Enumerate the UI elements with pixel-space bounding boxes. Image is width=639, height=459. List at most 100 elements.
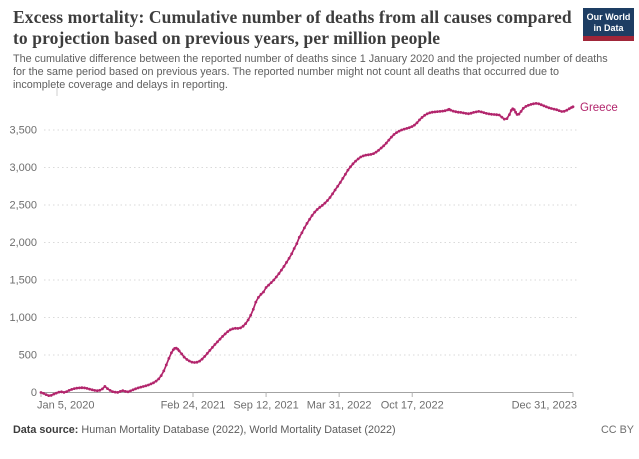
data-point bbox=[267, 283, 270, 287]
data-point bbox=[290, 252, 294, 256]
data-point bbox=[326, 199, 329, 202]
data-point bbox=[228, 328, 232, 332]
data-point bbox=[336, 184, 340, 188]
x-tick-label: Sep 12, 2021 bbox=[233, 400, 298, 412]
x-axis-ticks bbox=[40, 392, 574, 397]
y-tick-label: 2,000 bbox=[9, 237, 37, 249]
data-point bbox=[124, 390, 127, 393]
data-point bbox=[519, 110, 523, 113]
data-point bbox=[349, 165, 352, 169]
data-point bbox=[527, 103, 530, 107]
data-point bbox=[118, 390, 122, 393]
data-point bbox=[239, 326, 242, 330]
data-point bbox=[244, 322, 248, 325]
data-point bbox=[149, 382, 153, 386]
data-point bbox=[565, 108, 569, 112]
data-point bbox=[213, 343, 217, 346]
data-point bbox=[544, 105, 548, 109]
data-point bbox=[436, 110, 439, 113]
data-point bbox=[333, 188, 337, 192]
data-point bbox=[95, 389, 99, 393]
data-point bbox=[47, 394, 51, 397]
data-point bbox=[315, 208, 319, 211]
y-tick-label: 1,500 bbox=[9, 275, 37, 287]
data-point bbox=[359, 155, 363, 159]
page-title: Excess mortality: Cumulative number of d… bbox=[13, 7, 572, 48]
data-point bbox=[464, 112, 468, 115]
data-point bbox=[539, 103, 543, 107]
data-point bbox=[438, 110, 442, 113]
data-point bbox=[369, 153, 373, 156]
data-point bbox=[490, 112, 493, 116]
data-point bbox=[310, 214, 314, 217]
owid-logo[interactable]: Our World in Data bbox=[583, 8, 634, 41]
data-point bbox=[521, 106, 525, 110]
data-point bbox=[328, 196, 332, 199]
data-point bbox=[547, 106, 551, 110]
data-point bbox=[508, 113, 511, 116]
data-point bbox=[485, 112, 488, 115]
data-point bbox=[203, 355, 207, 358]
data-point bbox=[226, 330, 230, 333]
data-point bbox=[323, 201, 327, 205]
data-point bbox=[44, 393, 48, 396]
chart-subtitle: The cumulative difference between the re… bbox=[13, 53, 608, 91]
data-point bbox=[67, 389, 71, 392]
data-point bbox=[415, 121, 419, 125]
series-greece[interactable] bbox=[39, 102, 575, 397]
data-point bbox=[500, 115, 504, 119]
data-point bbox=[195, 360, 199, 364]
data-point bbox=[338, 181, 342, 184]
data-point bbox=[236, 327, 240, 330]
y-tick-label: 0 bbox=[31, 387, 37, 399]
data-point bbox=[413, 123, 416, 127]
data-point bbox=[542, 104, 546, 108]
data-point bbox=[392, 133, 396, 136]
data-point bbox=[550, 107, 553, 110]
data-point bbox=[101, 387, 104, 391]
data-point bbox=[467, 112, 470, 116]
data-point bbox=[367, 153, 370, 157]
data-point bbox=[259, 292, 263, 296]
data-point bbox=[177, 349, 181, 353]
y-tick-label: 3,000 bbox=[9, 162, 37, 174]
data-point bbox=[157, 377, 161, 381]
y-tick-label: 2,500 bbox=[9, 200, 37, 212]
x-tick-label: Dec 31, 2023 bbox=[512, 400, 577, 412]
owid-logo-red-bar bbox=[583, 36, 634, 41]
data-point bbox=[205, 352, 209, 355]
data-point bbox=[193, 361, 196, 364]
data-point bbox=[387, 138, 391, 142]
data-point bbox=[134, 387, 138, 391]
data-point bbox=[116, 391, 120, 394]
data-point bbox=[52, 392, 56, 396]
data-point bbox=[428, 111, 432, 115]
data-point bbox=[280, 268, 283, 272]
data-point bbox=[300, 231, 304, 235]
data-point bbox=[303, 226, 306, 230]
data-point bbox=[420, 116, 424, 119]
data-point bbox=[285, 261, 288, 264]
y-tick-label: 500 bbox=[19, 350, 37, 362]
data-point bbox=[318, 205, 322, 209]
data-source-label: Data source: bbox=[13, 424, 79, 436]
data-point bbox=[272, 278, 276, 282]
data-point bbox=[351, 162, 355, 166]
data-point bbox=[269, 281, 273, 284]
data-point bbox=[456, 110, 460, 114]
data-point bbox=[472, 111, 475, 114]
data-point bbox=[83, 386, 86, 390]
data-point bbox=[88, 387, 91, 391]
chart-header: Excess mortality: Cumulative number of d… bbox=[13, 7, 608, 92]
license-link[interactable]: CC BY bbox=[601, 424, 634, 436]
data-point bbox=[469, 111, 473, 115]
data-point bbox=[223, 332, 227, 336]
data-point bbox=[274, 275, 278, 279]
data-point bbox=[200, 357, 204, 361]
data-point bbox=[187, 359, 191, 363]
data-point bbox=[185, 358, 189, 361]
data-point bbox=[277, 272, 281, 275]
data-point bbox=[39, 391, 43, 394]
